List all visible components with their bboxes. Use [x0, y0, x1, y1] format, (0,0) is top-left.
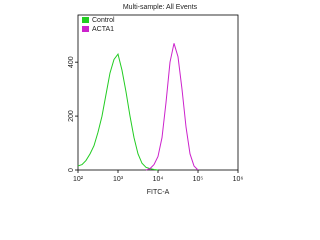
chart-title: Multi-sample: All Events [123, 4, 198, 11]
x-axis-label: FITC-A [147, 189, 170, 196]
x-tick-label: 10⁵ [193, 176, 204, 183]
x-tick-label: 10³ [113, 176, 124, 183]
legend-label: ACTA1 [92, 26, 114, 33]
y-tick-label: 400 [68, 56, 75, 68]
page: Multi-sample: All Events FITC-A 10² 10³ 10… [67, 3, 244, 196]
histogram-line [145, 43, 199, 171]
histogram-line [77, 52, 159, 171]
y-tick-label: 200 [68, 110, 75, 122]
y-tick-label: 0 [68, 168, 75, 172]
plot-frame [77, 14, 239, 171]
x-tick-label: 10⁶ [233, 176, 244, 183]
x-tick-label: 10⁴ [153, 176, 164, 183]
legend-label: Control [92, 17, 115, 24]
legend-swatch [82, 17, 89, 23]
x-tick-label: 10² [73, 176, 84, 183]
chart: Multi-sample: All Events FITC-A 10² 10³ 10… [68, 4, 244, 196]
legend-swatch [82, 26, 89, 32]
